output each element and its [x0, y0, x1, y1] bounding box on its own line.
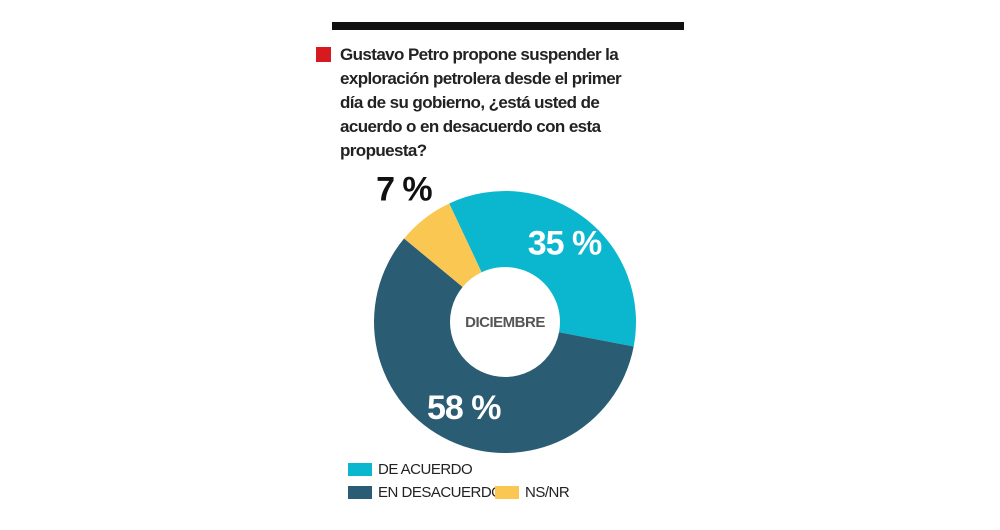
- legend-swatch: [495, 486, 519, 499]
- top-bar: [332, 22, 684, 30]
- title-marker: [316, 47, 331, 62]
- donut-segment: [404, 203, 482, 287]
- legend-swatch: [348, 486, 372, 499]
- chart-title: Gustavo Petro propone suspender la explo…: [340, 45, 622, 160]
- legend-label: DE ACUERDO: [378, 461, 472, 478]
- center-label: DICIEMBRE: [465, 314, 545, 331]
- donut-segment: [449, 191, 636, 347]
- value-label: 58 %: [427, 389, 501, 427]
- legend-swatch: [348, 463, 372, 476]
- value-label: 7 %: [376, 171, 432, 209]
- legend-label: NS/NR: [525, 484, 570, 501]
- donut-segment: [374, 238, 634, 453]
- value-label: 35 %: [528, 224, 602, 262]
- legend-label: EN DESACUERDO: [378, 484, 502, 501]
